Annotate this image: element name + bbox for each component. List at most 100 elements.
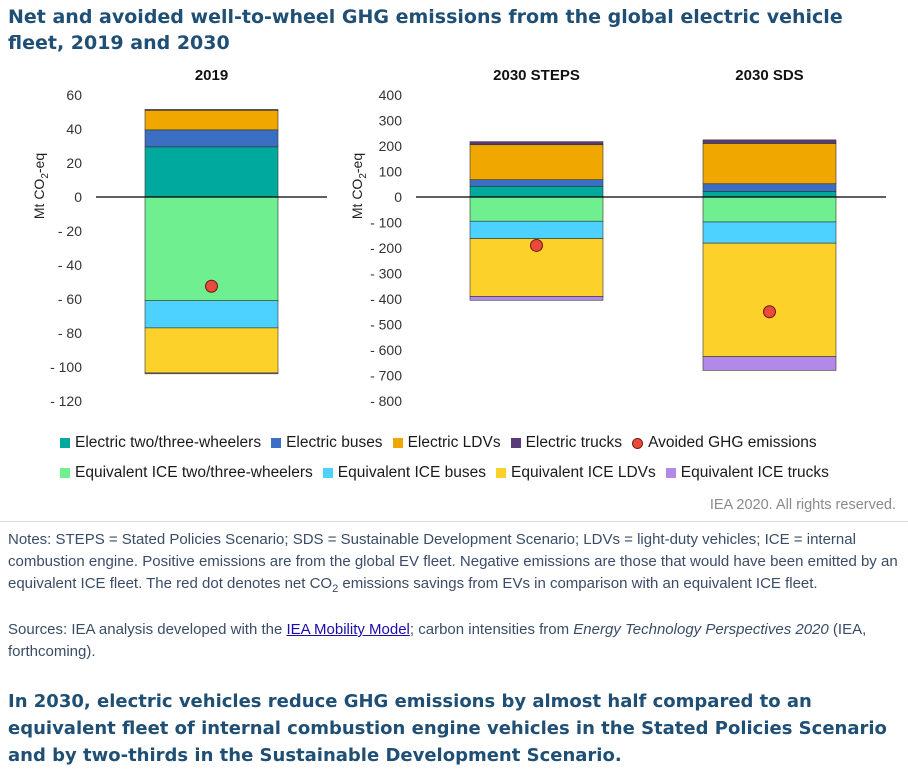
legend-item-electric-buses: Electric buses	[271, 434, 383, 452]
legend-item-equivalent-ice-two-three-wheelers: Equivalent ICE two/three-wheelers	[60, 464, 313, 482]
y-axis-label-main: Mt CO	[349, 179, 365, 220]
legend-label: Electric two/three-wheelers	[75, 434, 262, 451]
bar-segment-2030-sds-equivalent-ice-two-three-wheelers	[702, 196, 837, 223]
y-tick-label: 200	[379, 138, 403, 154]
legend-item-electric-two-three-wheelers: Electric two/three-wheelers	[60, 434, 261, 452]
legend-label: Equivalent ICE two/three-wheelers	[75, 464, 313, 481]
legend-row-electric: Electric two/three-wheelers Electric buse…	[60, 428, 908, 458]
y-axis-label: Mt CO2-eq	[349, 153, 369, 219]
y-tick-label: - 60	[58, 291, 82, 307]
legend-item-equivalent-ice-ldvs: Equivalent ICE LDVs	[496, 464, 656, 482]
legend-label: Electric trucks	[525, 434, 623, 451]
bar-segment-2030-sds-equivalent-ice-trucks	[702, 356, 837, 371]
legend-swatch	[632, 437, 644, 449]
bar-segment-2030-sds-electric-ldvs	[702, 143, 837, 185]
y-tick-label: - 200	[370, 240, 402, 256]
bar-segment-2019-electric-two-three-wheelers	[144, 146, 279, 198]
category-label-2030-sds: 2030 SDS	[735, 67, 803, 84]
bar-segment-2030-steps-electric-trucks	[469, 141, 604, 146]
legend-label: Electric buses	[286, 434, 383, 451]
category-label-2019: 2019	[195, 67, 228, 84]
bar-segment-2030-sds-electric-trucks	[702, 139, 837, 144]
y-tick-label: - 700	[370, 368, 402, 384]
copyright-text: IEA 2020. All rights reserved.	[709, 497, 896, 513]
bar-segment-2019-electric-ldvs	[144, 109, 279, 131]
sources-publication: Energy Technology Perspectives 2020	[573, 621, 829, 638]
legend-item-avoided-ghg-emissions: Avoided GHG emissions	[632, 434, 817, 452]
y-tick-label: - 20	[58, 223, 82, 239]
y-tick-label: - 500	[370, 317, 402, 333]
avoided-emissions-point-2030-sds	[763, 305, 776, 319]
avoided-emissions-point-2030-steps	[530, 238, 543, 252]
y-tick-label: - 600	[370, 342, 402, 358]
bar-segment-2030-sds-equivalent-ice-ldvs	[702, 242, 837, 357]
notes-text-2: emissions savings from EVs in comparison…	[338, 575, 818, 592]
legend-label: Equivalent ICE buses	[337, 464, 486, 481]
bar-segment-2019-equivalent-ice-trucks	[144, 372, 279, 375]
bar-segment-2030-sds-electric-buses	[702, 183, 837, 192]
chart-sources: Sources: IEA analysis developed with the…	[8, 619, 900, 663]
legend-swatch	[60, 468, 70, 478]
sources-prefix: Sources: IEA analysis developed with the	[8, 621, 287, 638]
iea-mobility-model-link[interactable]: IEA Mobility Model	[286, 621, 410, 638]
legend-swatch	[322, 468, 333, 478]
bar-segment-2019-equivalent-ice-buses	[144, 300, 279, 329]
legend-item-electric-ldvs: Electric LDVs	[392, 434, 501, 452]
bar-segment-2019-electric-trucks	[144, 109, 279, 111]
bar-segment-2019-equivalent-ice-ldvs	[144, 327, 279, 374]
notes-text-1: Notes: STEPS = Stated Policies Scenario;…	[8, 531, 898, 592]
legend-item-equivalent-ice-buses: Equivalent ICE buses	[322, 464, 486, 482]
y-tick-label: - 300	[370, 266, 402, 282]
y-axis-label-main: Mt CO	[31, 179, 47, 220]
category-label-2030-steps: 2030 STEPS	[493, 67, 580, 84]
bar-segment-2030-steps-equivalent-ice-two-three-wheelers	[469, 196, 604, 222]
bar-segment-2030-steps-equivalent-ice-buses	[469, 220, 604, 239]
y-tick-label: 400	[379, 87, 403, 103]
y-tick-label: - 400	[370, 291, 402, 307]
y-axis-label-subscript: 2	[40, 173, 51, 179]
legend-label: Electric LDVs	[407, 434, 501, 451]
legend-swatch	[496, 468, 506, 478]
y-tick-label: 100	[379, 164, 403, 180]
bar-segment-2030-sds-electric-two-three-wheelers	[702, 191, 837, 198]
legend-row-ice: Equivalent ICE two/three-wheelers Equival…	[60, 458, 908, 488]
chart-panel-2030: 400 300 200 100 0 - 100 - 200 - 300 - 400 - 500 - …	[349, 67, 886, 409]
legend-label: Equivalent ICE LDVs	[511, 464, 656, 481]
y-tick-label: 300	[379, 113, 403, 129]
y-axis-label-suffix: -eq	[31, 153, 47, 173]
bar-segment-2030-steps-electric-two-three-wheelers	[469, 185, 604, 198]
y-tick-label: 40	[66, 121, 82, 137]
bar-segment-2030-steps-equivalent-ice-trucks	[469, 296, 604, 301]
legend-label: Equivalent ICE trucks	[680, 464, 829, 481]
chart-legend: Electric two/three-wheelers Electric buse…	[60, 428, 908, 488]
y-tick-label: - 800	[370, 393, 402, 409]
legend-swatch	[60, 438, 70, 448]
bar-segment-2019-electric-buses	[144, 129, 279, 148]
y-tick-label: 60	[66, 87, 82, 103]
y-tick-label: - 100	[370, 215, 402, 231]
bar-segment-2030-steps-electric-ldvs	[469, 144, 604, 180]
y-axis-label-suffix: -eq	[349, 153, 365, 173]
y-axis-label-subscript: 2	[358, 173, 369, 179]
y-tick-label: 20	[66, 155, 82, 171]
y-tick-label: - 80	[58, 325, 82, 341]
chart-panel-2019: 60 40 20 0 - 20 - 40 - 60 - 80 - 100 - 120 Mt CO2-…	[31, 67, 327, 409]
notes-subscript: 2	[332, 583, 339, 595]
legend-swatch	[392, 438, 403, 448]
y-tick-label: - 100	[50, 359, 82, 375]
divider	[0, 521, 908, 522]
y-tick-label: 0	[74, 189, 82, 205]
bar-segment-2030-sds-equivalent-ice-buses	[702, 221, 837, 244]
y-tick-label: - 40	[58, 257, 82, 273]
y-tick-label: - 120	[50, 393, 82, 409]
bar-segment-2030-steps-electric-buses	[469, 179, 604, 187]
legend-label: Avoided GHG emissions	[648, 434, 817, 451]
y-tick-label: 0	[394, 189, 402, 205]
chart-notes: Notes: STEPS = Stated Policies Scenario;…	[8, 529, 900, 600]
legend-item-electric-trucks: Electric trucks	[510, 434, 623, 452]
legend-swatch	[271, 438, 282, 448]
sources-middle: ; carbon intensities from	[409, 621, 574, 638]
avoided-emissions-point-2019	[205, 279, 218, 293]
summary-text: In 2030, electric vehicles reduce GHG em…	[8, 691, 887, 766]
